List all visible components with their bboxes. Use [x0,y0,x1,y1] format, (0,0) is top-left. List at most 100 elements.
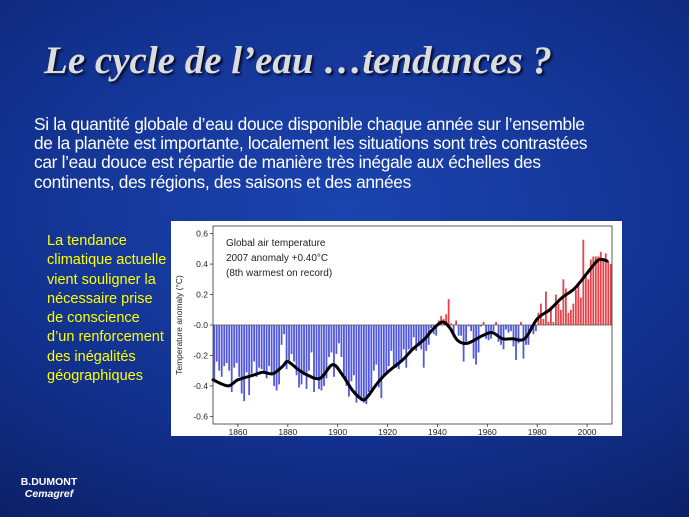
bar-1876 [278,325,280,385]
bar-1860 [238,325,241,377]
x-tick-label: 2000 [578,427,597,436]
bar-1890 [313,325,315,393]
bar-1999 [584,276,587,325]
bar-1969 [510,325,512,332]
bar-1970 [512,325,515,347]
bar-1864 [248,325,251,396]
bar-1915 [375,325,378,365]
bar-1897 [330,325,333,353]
bar-1964 [497,325,500,342]
bar-1884 [298,325,300,388]
bar-1878 [283,325,285,335]
bar-1906 [353,325,355,376]
bar-1948 [457,325,460,336]
bar-1885 [300,325,303,385]
bar-1943 [445,314,448,325]
bar-1918 [382,325,385,377]
bar-1966 [502,325,505,350]
bar-1891 [315,325,318,380]
bar-2005 [599,251,602,325]
y-axis: 0.6 0.4 0.2 -0.0 -0.2 -0.4 -0.6 [193,229,213,421]
bar-1852 [218,325,221,371]
bar-1894 [323,325,325,386]
bar-1926 [402,325,405,350]
bar-2000 [587,279,590,325]
bar-1919 [385,325,388,373]
bar-1958 [482,321,485,325]
bar-1917 [380,325,383,399]
bar-1893 [320,325,323,391]
intro-paragraph: Si la quantité globale d’eau douce dispo… [34,114,588,192]
bar-2004 [597,256,600,325]
annotation-title: Global air temperature [226,238,326,249]
bar-1909 [360,325,363,402]
bar-1925 [400,325,403,362]
bar-1898 [333,325,335,377]
y-tick-label: 0.2 [196,290,208,300]
bar-1933 [420,325,423,350]
bar-1959 [485,325,487,339]
bar-1941 [440,315,443,325]
x-tick-label: 1920 [378,427,397,436]
x-tick-label: 1980 [528,427,547,436]
bar-1899 [335,325,338,354]
bar-1859 [235,325,238,364]
bar-1903 [345,325,348,386]
slide-title: Le cycle de l’eau …tendances ? [44,39,552,82]
bar-1937 [430,325,433,329]
bar-1949 [460,325,463,336]
bar-1990 [562,279,565,325]
bar-1855 [225,325,228,364]
bar-1934 [422,325,425,368]
bar-1992 [567,312,570,325]
bar-1914 [372,325,375,371]
bar-1892 [318,325,320,389]
bar-1924 [397,325,400,370]
bar-1879 [285,325,288,370]
sidenote-paragraph: La tendance climatique actuelle vient so… [47,233,167,385]
bar-1922 [392,325,395,368]
bar-1888 [308,325,310,371]
bar-1991 [564,288,567,325]
bar-1877 [280,325,283,345]
bar-1912 [367,325,370,393]
bar-1874 [273,325,275,386]
bar-1985 [550,306,552,325]
bar-1965 [500,325,502,345]
bar-1907 [355,325,358,403]
bar-1928 [407,325,410,350]
bar-1982 [542,318,545,325]
bar-1946 [452,325,455,338]
bar-1862 [243,325,246,402]
footer-credit: B.DUMONT Cemagref [6,476,92,500]
bar-1993 [569,309,572,325]
x-tick-label: 1940 [428,427,447,436]
bar-1869 [260,325,263,370]
bar-1850 [213,325,216,382]
bar-1895 [325,325,328,379]
x-axis: 1860 1880 1900 1920 1940 1960 1980 2000 [228,424,597,436]
bar-1901 [340,325,343,357]
bar-1971 [515,325,517,361]
bar-1853 [220,325,223,377]
bar-1889 [310,325,313,353]
bar-2001 [589,259,592,325]
organization-name: Cemagref [24,488,74,500]
bar-1854 [223,325,226,367]
y-tick-label: -0.2 [193,350,208,360]
bar-1875 [275,325,278,391]
bar-1873 [270,325,273,376]
chart-bars [213,239,612,405]
bar-1887 [305,325,308,389]
y-axis-label: Temperature anomaly (°C) [174,275,184,375]
bar-1987 [554,294,557,325]
bar-1923 [395,325,398,368]
bar-1896 [328,325,330,357]
bar-1865 [250,325,253,374]
bar-1913 [370,325,373,393]
bar-1945 [450,323,453,325]
x-tick-label: 1880 [278,427,297,436]
bar-2003 [594,256,597,325]
y-tick-label: 0.4 [196,259,208,269]
bar-1995 [574,289,577,325]
